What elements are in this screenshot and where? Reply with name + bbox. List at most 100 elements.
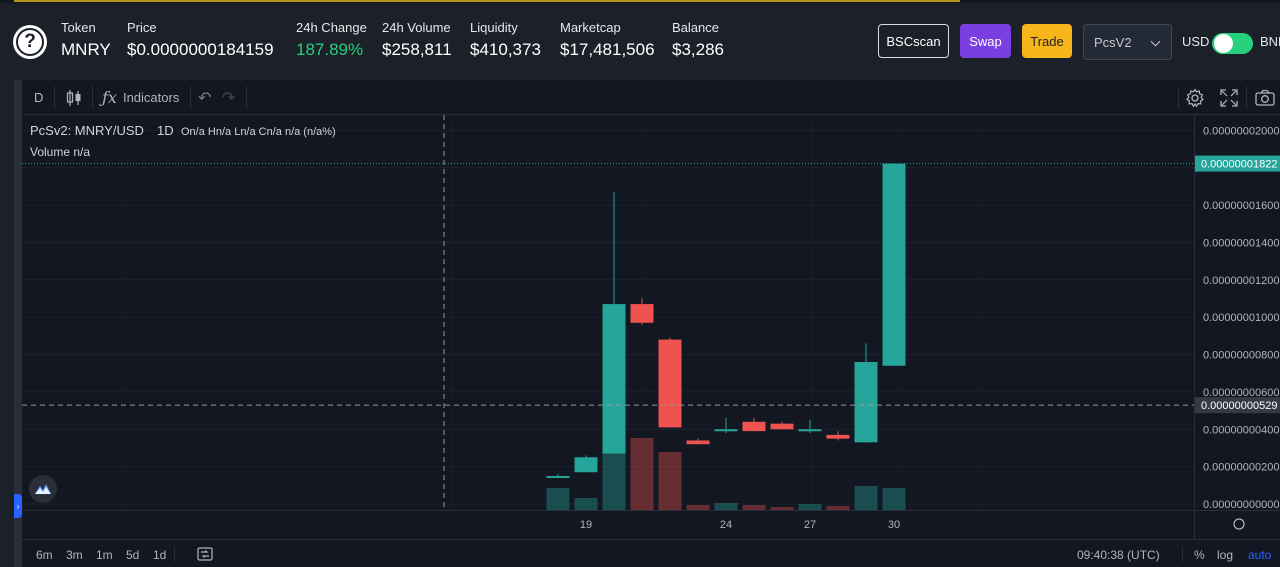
candle-body[interactable]	[658, 339, 682, 428]
auto-toggle[interactable]: auto	[1248, 548, 1272, 562]
price-tick-label: 0.00000000600	[1203, 387, 1279, 399]
token-logo-icon: ?	[13, 25, 47, 59]
left-drawing-bar: ›	[14, 80, 22, 567]
candle-body[interactable]	[882, 163, 906, 366]
percent-toggle[interactable]: %	[1194, 548, 1205, 562]
stat-label: Price	[127, 20, 157, 35]
candle-body[interactable]	[854, 362, 878, 443]
currency-bnb-label: BNB	[1260, 34, 1280, 49]
volume-bar	[826, 506, 850, 510]
candle-body[interactable]	[742, 421, 766, 432]
log-toggle[interactable]: log	[1217, 548, 1234, 562]
stat-label: Marketcap	[560, 20, 621, 35]
tradingview-logo-icon[interactable]	[29, 475, 57, 503]
utc-clock[interactable]: 09:40:38 (UTC)	[1077, 548, 1160, 562]
indicators-button[interactable]: ƒx Indicators	[102, 80, 179, 115]
stat-value: MNRY	[61, 40, 111, 59]
candle-body[interactable]	[546, 475, 570, 478]
gold-strip	[14, 0, 960, 2]
expand-toolbar-button[interactable]: ›	[14, 494, 22, 518]
candlestick-series	[546, 163, 906, 478]
range-button[interactable]: 1d	[153, 548, 167, 562]
volume-bar	[798, 504, 822, 510]
volume-bar	[546, 488, 570, 510]
candle-body[interactable]	[602, 304, 626, 454]
settings-gear-icon[interactable]	[1185, 80, 1205, 115]
candle-body[interactable]	[574, 457, 598, 473]
stat-token: Token MNRY	[61, 20, 111, 61]
bottom-separator	[174, 546, 175, 562]
bottom-separator	[1182, 546, 1183, 562]
range-button[interactable]: 1m	[96, 548, 113, 562]
volume-bars	[546, 410, 906, 510]
volume-bar	[742, 505, 766, 510]
last-price-badge	[1195, 155, 1280, 172]
axis-settings-icon[interactable]	[1233, 518, 1245, 530]
time-tick-label: 27	[804, 519, 816, 531]
price-tick-label: 0.00000000200	[1203, 462, 1279, 474]
range-button[interactable]: 3m	[66, 548, 83, 562]
volume-bar	[658, 452, 682, 510]
price-tick-label: 0.00000001600	[1203, 200, 1279, 212]
exchange-select-value: PcsV2	[1094, 34, 1132, 50]
chart-container	[14, 80, 1280, 567]
crosshair-price-badge	[1195, 397, 1280, 414]
legend-ohlc: On/a Hn/a Ln/a Cn/a n/a (n/a%)	[181, 126, 336, 138]
bottom-bar: 6m 3m 1m 5d 1d 09:40:38 (UTC) % log auto	[22, 539, 1280, 567]
time-tick-label: 19	[580, 519, 592, 531]
indicators-label: Indicators	[122, 90, 180, 105]
stat-balance: Balance $3,286	[672, 20, 724, 61]
fullscreen-icon[interactable]	[1220, 80, 1238, 115]
price-axis-panel[interactable]	[1194, 115, 1280, 539]
stat-value: $0.0000000184159	[127, 40, 274, 59]
toolbar-separator	[54, 86, 55, 109]
price-axis: 0.00000002000 0.00000001600 0.00000001400 0…	[22, 115, 1280, 539]
price-chart[interactable]: PcSv2: MNRY/USD 1D On/a Hn/a Ln/a Cn/a n/a…	[22, 115, 1280, 539]
stat-24h-volume: 24h Volume $258,811	[382, 20, 452, 61]
candle-body[interactable]	[798, 429, 822, 432]
chevron-down-icon	[1150, 36, 1161, 47]
candle-body[interactable]	[826, 434, 850, 439]
toolbar-separator	[92, 86, 93, 109]
volume-bar	[630, 438, 654, 510]
range-button[interactable]: 6m	[36, 548, 53, 562]
candle-body[interactable]	[686, 440, 710, 445]
price-tick-label: 0.00000000000	[1203, 499, 1279, 511]
candle-body[interactable]	[630, 304, 654, 323]
range-button[interactable]: 5d	[126, 548, 140, 562]
toggle-knob	[1214, 34, 1233, 53]
legend-timeframe: 1D	[157, 123, 174, 138]
stat-value: 187.89%	[296, 40, 364, 59]
interval-button[interactable]: D	[34, 90, 44, 105]
bscscan-button[interactable]: BSCscan	[878, 24, 949, 58]
volume-bar	[882, 488, 906, 510]
stat-value: $17,481,506	[560, 40, 655, 59]
chart-toolbar: D ƒx Indicators ↶ ↷	[22, 80, 1280, 115]
legend-symbol[interactable]: PcSv2: MNRY/USD	[30, 123, 144, 138]
time-tick-label: 30	[888, 519, 900, 531]
question-mark-icon: ?	[16, 28, 44, 56]
stat-price: Price $0.0000000184159	[127, 20, 274, 61]
stat-label: 24h Change	[296, 20, 367, 35]
candle-body[interactable]	[714, 429, 738, 432]
currency-toggle[interactable]	[1212, 33, 1253, 54]
trade-button[interactable]: Trade	[1022, 24, 1072, 58]
exchange-select[interactable]: PcsV2	[1083, 24, 1172, 60]
candle-body[interactable]	[770, 423, 794, 430]
redo-icon[interactable]: ↷	[222, 89, 236, 107]
date-range-icon[interactable]	[197, 547, 213, 566]
undo-icon[interactable]: ↶	[198, 89, 212, 107]
price-tick-label: 0.00000001400	[1203, 237, 1279, 249]
volume-bar	[714, 503, 738, 510]
camera-icon[interactable]	[1255, 80, 1275, 115]
swap-button[interactable]: Swap	[960, 24, 1011, 58]
time-tick-label: 24	[720, 519, 732, 531]
candle-style-icon[interactable]	[66, 80, 82, 115]
toolbar-separator	[1246, 86, 1247, 109]
toolbar-separator	[246, 86, 247, 109]
stat-value: $258,811	[382, 40, 452, 59]
toolbar-separator	[1178, 86, 1179, 109]
volume-bar	[770, 507, 794, 510]
volume-bar	[686, 505, 710, 510]
